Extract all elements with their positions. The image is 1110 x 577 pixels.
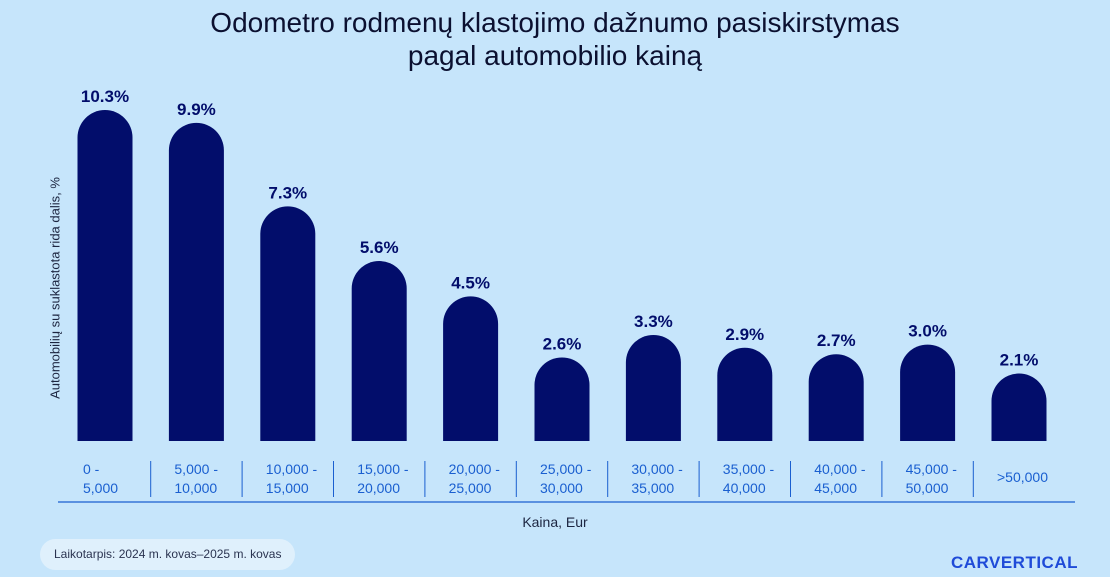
bar-value-label: 9.9% [177,100,216,119]
bar-value-label: 3.3% [634,312,673,331]
bar-value-label: 3.0% [908,322,947,341]
bar [534,357,590,441]
x-tick-label: 30,000 -35,000 [631,461,683,496]
bar [625,334,681,441]
x-tick-label: 15,000 -20,000 [357,461,409,496]
bar [717,347,773,441]
chart-title-line-2: pagal automobilio kainą [407,40,703,71]
x-tick-label: 35,000 -40,000 [723,461,775,496]
x-tick-label: >50,000 [997,469,1048,485]
x-tick-label: 5,000 -10,000 [174,461,218,496]
bar-value-label: 2.9% [725,325,764,344]
bar-value-label: 10.3% [81,87,129,106]
period-footnote: Laikotarpis: 2024 m. kovas–2025 m. kovas [40,539,296,570]
bar-value-label: 5.6% [360,238,399,257]
bar-value-label: 2.6% [543,334,582,353]
bar-value-label: 4.5% [451,273,490,292]
bar [900,344,956,441]
bar [808,354,864,441]
x-tick-label: 0 -5,000 [83,461,118,496]
bar [260,206,316,441]
bar [168,122,224,441]
bar-value-label: 7.3% [268,183,307,202]
carvertical-logo: CARVERTICAL [950,553,1078,572]
x-tick-label: 20,000 -25,000 [449,461,501,496]
bar [991,373,1047,441]
y-axis-label: Automobilių su suklastota rida dalis, % [47,177,63,399]
bar-value-label: 2.7% [817,331,856,350]
bar-value-label: 2.1% [1000,351,1039,370]
bar [77,110,133,441]
chart-title: Odometro rodmenų klastojimo dažnumo pasi… [0,6,1110,72]
bar [351,261,407,441]
bar [443,296,499,441]
x-axis-label: Kaina, Eur [522,514,588,530]
chart-title-line-1: Odometro rodmenų klastojimo dažnumo pasi… [210,7,900,38]
x-tick-label: 40,000 -45,000 [814,461,866,496]
x-tick-label: 10,000 -15,000 [266,461,318,496]
x-tick-label: 45,000 -50,000 [906,461,958,496]
x-tick-label: 25,000 -30,000 [540,461,592,496]
